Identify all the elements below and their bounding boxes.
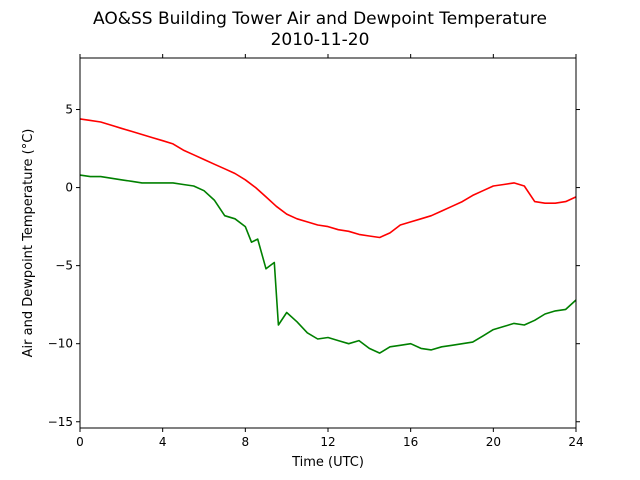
y-axis-label: Air and Dewpoint Temperature (°C) (21, 129, 36, 358)
x-tick-label: 4 (159, 435, 167, 449)
y-tick-label: 0 (65, 181, 73, 195)
x-tick-label: 12 (320, 435, 335, 449)
y-tick-label: −15 (48, 415, 73, 429)
plot-frame (79, 57, 577, 429)
y-tick-label: 5 (65, 103, 73, 117)
chart-subtitle: 2010-11-20 (271, 30, 370, 50)
series-line-1 (79, 174, 577, 354)
x-tick-label: 24 (568, 435, 583, 449)
x-tick-label: 8 (242, 435, 250, 449)
x-tick-label: 20 (486, 435, 501, 449)
series-line-0 (79, 118, 577, 239)
x-tick-label: 16 (403, 435, 418, 449)
y-tick-label: −5 (55, 259, 73, 273)
chart-title: AO&SS Building Tower Air and Dewpoint Te… (93, 9, 547, 29)
y-tick-label: −10 (48, 337, 73, 351)
series-layer (79, 118, 577, 354)
ticks-layer: 0 4 8 12 16 20 24 5 0 −5 −10 −15 (48, 54, 584, 449)
x-tick-label: 0 (76, 435, 84, 449)
x-axis-label: Time (UTC) (291, 455, 364, 470)
